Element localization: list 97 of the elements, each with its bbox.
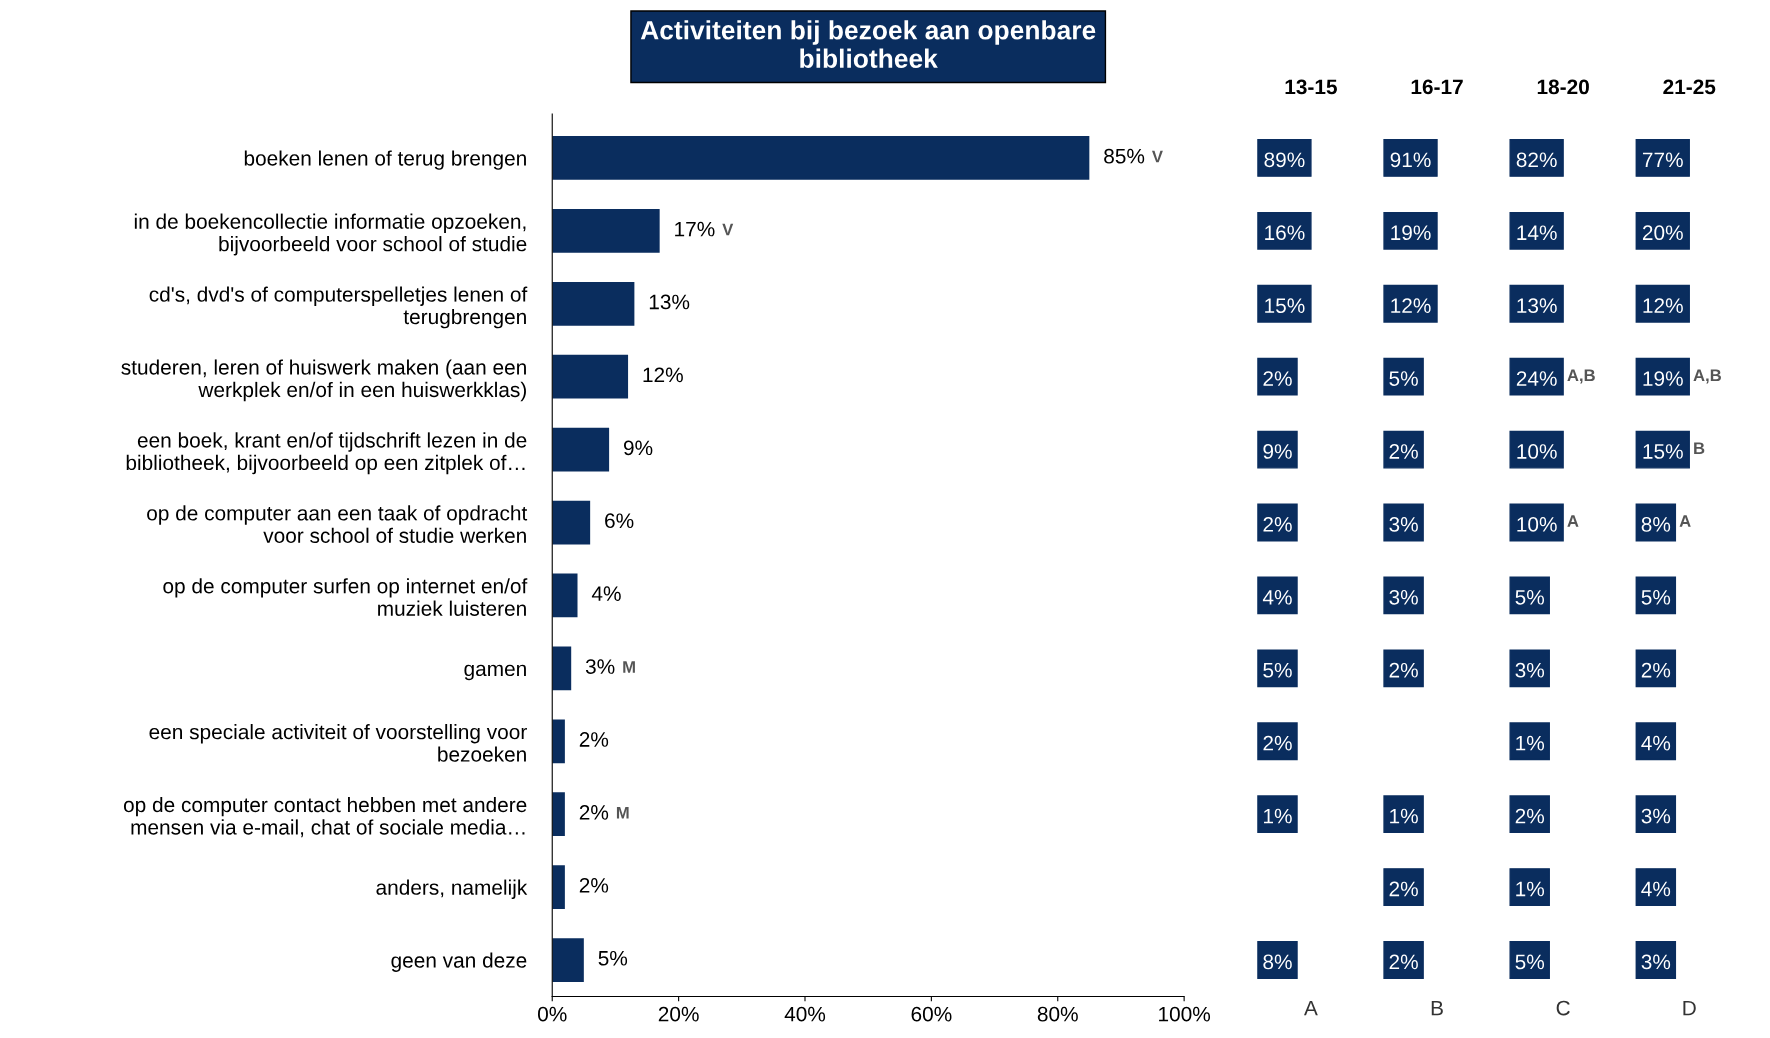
y-tick-label: een speciale activiteit of voorstelling voor bezoeken	[149, 724, 527, 762]
bar	[552, 938, 584, 982]
data-label: 82%	[1516, 152, 1557, 168]
data-label: 8% A	[1641, 515, 1691, 532]
text: A	[1304, 1000, 1318, 1016]
data-label: 4%	[1641, 735, 1671, 751]
bar	[552, 719, 565, 764]
x-tick-label: 0%	[538, 1006, 567, 1022]
y-tick-label: op de computer contact hebben met andere mensen via e-mail, chat of sociale media…	[123, 796, 527, 838]
text: D	[1683, 1000, 1696, 1016]
bar	[552, 354, 629, 399]
x-tick-label: 20%	[658, 1006, 699, 1022]
bar	[552, 573, 578, 618]
data-label: 6%	[605, 513, 634, 529]
x-tick-label: 100%	[1159, 1006, 1211, 1022]
data-label: 3% M	[585, 659, 635, 674]
x-tick-label: 60%	[911, 1006, 952, 1022]
data-label: 4%	[1262, 590, 1292, 605]
data-label: 2%	[1641, 662, 1671, 678]
data-label: 89%	[1264, 152, 1305, 168]
data-label: 5%	[1389, 371, 1418, 386]
data-label: 2%	[1515, 808, 1545, 824]
data-label: 15% B	[1643, 442, 1705, 459]
data-label: 91%	[1390, 152, 1431, 168]
x-tick-label: 16-17	[1411, 79, 1463, 95]
data-label: 2%	[1263, 371, 1292, 386]
y-tick-label: gamen	[464, 664, 526, 681]
data-label: 5%	[1515, 590, 1545, 605]
data-label: 3%	[1641, 954, 1671, 970]
data-label: 5%	[1641, 590, 1671, 605]
y-tick-label: in de boekencollectie informatie opzoeken, bijvoorbeeld voor school of studie	[134, 213, 527, 256]
data-label: 5%	[598, 950, 628, 966]
data-label: 5%	[1263, 662, 1292, 678]
data-label: 3%	[1389, 589, 1418, 605]
data-label: 15%	[1265, 298, 1305, 313]
data-label: 77%	[1642, 152, 1683, 168]
data-label: 2%	[1389, 881, 1418, 897]
data-label: 10%	[1517, 444, 1557, 459]
x-tick-label: 40%	[784, 1006, 826, 1022]
bar	[552, 792, 565, 837]
data-label: 14%	[1517, 225, 1557, 240]
bar	[552, 646, 572, 691]
data-label: 4%	[591, 586, 621, 601]
data-label: 9%	[1263, 444, 1292, 459]
data-label: 4%	[1641, 881, 1671, 897]
data-label: 12%	[1391, 298, 1431, 313]
bar	[552, 865, 565, 909]
data-label: 2%	[579, 877, 609, 893]
data-label: 2%	[1389, 954, 1418, 970]
x-tick-label: 18-20	[1537, 79, 1589, 95]
data-label: 5%	[1515, 954, 1545, 970]
y-tick-label: cd's, dvd's of computerspelletjes lenen of terugbrengen	[149, 286, 528, 329]
data-label: 3%	[1515, 662, 1545, 678]
y-tick-label: geen van deze	[391, 952, 527, 972]
data-label: 10% A	[1517, 515, 1579, 532]
data-label: 2% M	[579, 805, 629, 820]
y-tick-label: op de computer surfen op internet en/of muziek luisteren	[163, 578, 528, 616]
x-tick-label: 21-25	[1663, 79, 1716, 95]
data-label: 85% V	[1104, 148, 1163, 164]
data-label: 12%	[1643, 298, 1683, 313]
text: B	[1431, 1000, 1443, 1016]
data-label: 17% V	[675, 221, 734, 237]
y-tick-label: boeken lenen of terug brengen	[244, 150, 526, 170]
data-label: 24% A,B	[1516, 369, 1595, 386]
data-label: 13%	[1517, 298, 1557, 313]
data-label: 1%	[1516, 881, 1545, 897]
data-label: 12%	[643, 367, 683, 383]
data-label: 2%	[1263, 517, 1292, 532]
bar	[552, 208, 660, 253]
y-tick-label: studeren, leren of huiswerk maken (aan een werkplek en/of in een huiswerkklas)	[121, 359, 526, 402]
data-label: 1%	[1390, 808, 1418, 824]
text: C	[1556, 1000, 1570, 1016]
y-tick-label: op de computer aan een taak of opdracht voor school of studie werken	[147, 505, 528, 543]
y-tick-label: een boek, krant en/of tijdschrift lezen in de bibliotheek, bijvoorbeeld op een zitplek of…	[126, 432, 527, 475]
data-label: 8%	[1263, 954, 1292, 970]
data-label: 2%	[1389, 444, 1418, 459]
data-label: 2%	[1263, 735, 1292, 751]
data-label: 1%	[1516, 735, 1545, 751]
x-tick-label: 13-15	[1285, 79, 1337, 95]
bar	[552, 500, 591, 545]
data-label: 1%	[1264, 808, 1292, 824]
data-label: 16%	[1265, 225, 1305, 241]
bar	[552, 281, 635, 326]
data-label: 3%	[1389, 517, 1418, 532]
y-tick-label: anders, namelijk	[376, 879, 528, 899]
bar	[552, 136, 1090, 180]
data-label: 2%	[1389, 662, 1418, 678]
data-label: 9%	[623, 440, 653, 456]
bar	[552, 427, 610, 472]
data-label: 19% A,B	[1643, 369, 1721, 386]
data-label: 3%	[1641, 808, 1671, 824]
data-label: 19%	[1391, 225, 1431, 241]
x-tick-label: 80%	[1037, 1006, 1078, 1022]
chart-title: Activiteiten bij bezoek aan openbare bibliotheek	[640, 20, 1096, 69]
data-label: 20%	[1642, 225, 1683, 241]
data-label: 13%	[649, 294, 690, 310]
data-label: 2%	[579, 732, 609, 747]
